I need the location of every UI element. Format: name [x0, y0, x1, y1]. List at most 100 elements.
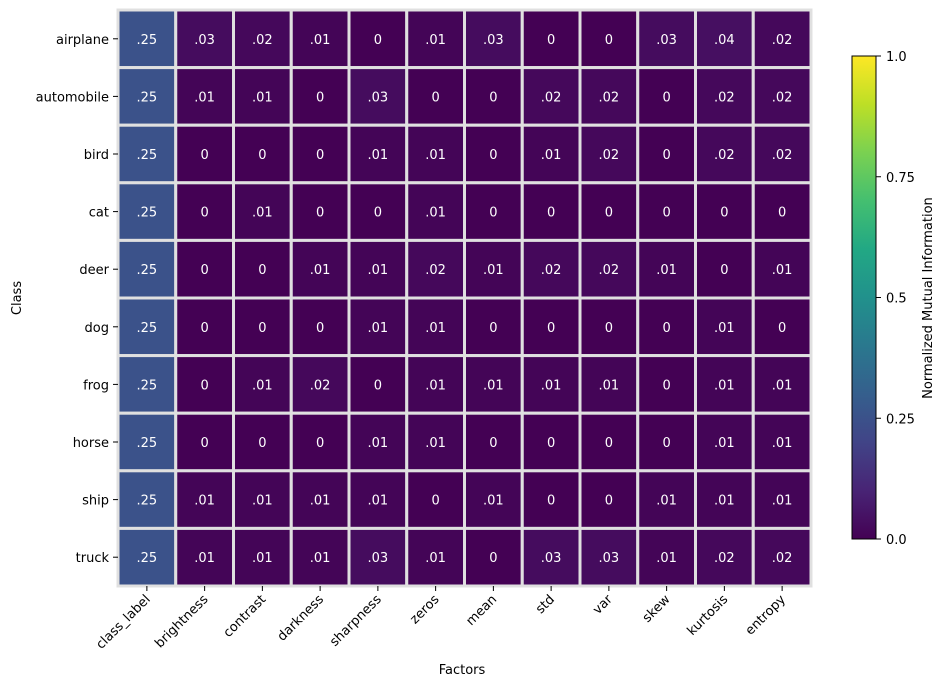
heatmap-cell	[578, 354, 640, 415]
cell-value-label: .01	[541, 378, 562, 393]
cell-value-label: .03	[368, 551, 389, 566]
cell-value-label: 0	[258, 436, 266, 451]
heatmap-cell	[520, 238, 582, 300]
cell-value-label: .01	[483, 378, 504, 393]
cell-value-label: .01	[252, 206, 273, 221]
heatmap-cell	[520, 469, 582, 530]
cell-value-label: .02	[772, 90, 793, 105]
cell-value-label: 0	[662, 90, 670, 105]
heatmap-cell	[520, 8, 582, 70]
cell-value-label: .01	[714, 436, 735, 451]
cell-value-label: .25	[137, 33, 158, 48]
cell-value-label: .02	[772, 148, 793, 163]
heatmap-cell	[289, 296, 351, 358]
y-tick-label: horse	[73, 436, 109, 451]
heatmap-cell	[174, 238, 235, 300]
cell-value-label: 0	[316, 206, 324, 221]
y-tick-label: ship	[82, 494, 109, 509]
colorbar: 0.0 0.25 0.5 0.75 1.0 Normalized Mutual Info…	[851, 50, 936, 548]
colorbar-tick-label: 0.25	[886, 412, 915, 427]
cell-value-label: .01	[194, 551, 215, 566]
cell-value-label: .01	[541, 148, 562, 163]
cell-value-label: .25	[137, 206, 158, 221]
colorbar-tick-label: 0.0	[886, 533, 907, 548]
heatmap-cell	[405, 354, 466, 415]
cell-value-label: 0	[200, 378, 208, 393]
heatmap-cell	[463, 526, 524, 588]
cell-value-label: .01	[772, 436, 793, 451]
heatmap-cell	[232, 238, 293, 300]
cell-value-label: .01	[656, 494, 677, 509]
cell-value-label: 0	[489, 551, 497, 566]
heatmap-cell	[463, 296, 524, 358]
heatmap-cell	[405, 238, 466, 300]
cell-value-label: .01	[483, 494, 504, 509]
heatmap-cell	[751, 181, 813, 242]
cell-value-label: .01	[714, 378, 735, 393]
cell-value-label: 0	[778, 206, 786, 221]
cell-value-label: .01	[772, 263, 793, 278]
cell-value-label: 0	[316, 436, 324, 451]
cell-value-label: .01	[772, 494, 793, 509]
cell-value-label: 0	[605, 321, 613, 336]
heatmap-cell	[463, 354, 524, 415]
heatmap-cell	[578, 296, 640, 358]
cell-value-label: .01	[368, 436, 389, 451]
heatmap-cell	[751, 411, 813, 473]
cell-value-label: .02	[541, 90, 562, 105]
cell-value-label: .01	[656, 551, 677, 566]
cell-value-label: 0	[200, 436, 208, 451]
cell-value-label: .01	[252, 90, 273, 105]
cell-value-label: .03	[599, 551, 620, 566]
cell-value-label: .25	[137, 551, 158, 566]
heatmap-cell	[751, 354, 813, 415]
cell-value-label: .02	[772, 551, 793, 566]
cell-value-label: .02	[599, 263, 620, 278]
cell-value-label: .01	[310, 263, 331, 278]
x-tick-label: skew	[640, 592, 674, 626]
heatmap-cell	[116, 296, 178, 358]
cell-value-label: 0	[662, 378, 670, 393]
heatmap-cell	[174, 469, 235, 530]
cell-value-label: .01	[425, 378, 446, 393]
x-tick-label: sharpness	[327, 592, 385, 650]
cell-value-label: 0	[200, 321, 208, 336]
cell-value-label: .02	[599, 90, 620, 105]
x-tick-label: zeros	[407, 592, 442, 627]
cell-value-label: 0	[258, 148, 266, 163]
x-tick-label: mean	[464, 592, 501, 629]
colorbar-tick-label: 1.0	[886, 50, 907, 65]
heatmap-cell	[232, 469, 293, 530]
cell-value-label: 0	[662, 321, 670, 336]
cell-value-label: .01	[425, 321, 446, 336]
y-tick-label: dog	[85, 321, 109, 336]
cell-value-label: .01	[368, 148, 389, 163]
cell-value-label: 0	[258, 263, 266, 278]
cell-value-label: .01	[425, 436, 446, 451]
x-tick-label: darkness	[275, 592, 327, 644]
cell-value-label: .01	[310, 33, 331, 48]
cell-value-label: .25	[137, 90, 158, 105]
cell-value-label: 0	[662, 436, 670, 451]
cell-value-label: .03	[368, 90, 389, 105]
heatmap-cell	[520, 296, 582, 358]
cell-value-label: 0	[200, 206, 208, 221]
x-tick-label: class_label	[93, 592, 153, 652]
heatmap-cell	[463, 411, 524, 473]
heatmap-cell	[347, 411, 409, 473]
cell-value-label: 0	[431, 494, 439, 509]
cell-value-label: .01	[310, 494, 331, 509]
heatmap-cell	[232, 123, 293, 185]
heatmap-cell	[463, 123, 524, 185]
cell-value-label: .02	[599, 148, 620, 163]
cell-value-label: 0	[605, 206, 613, 221]
colorbar-ticks: 0.0 0.25 0.5 0.75 1.0	[876, 50, 915, 548]
cell-value-label: 0	[547, 494, 555, 509]
cell-value-label: .02	[252, 33, 273, 48]
heatmap-cell	[520, 66, 582, 127]
cell-value-label: .02	[714, 90, 735, 105]
cell-value-label: .01	[425, 33, 446, 48]
cell-value-label: .03	[194, 33, 215, 48]
cell-value-label: 0	[374, 378, 382, 393]
cell-value-label: .25	[137, 148, 158, 163]
